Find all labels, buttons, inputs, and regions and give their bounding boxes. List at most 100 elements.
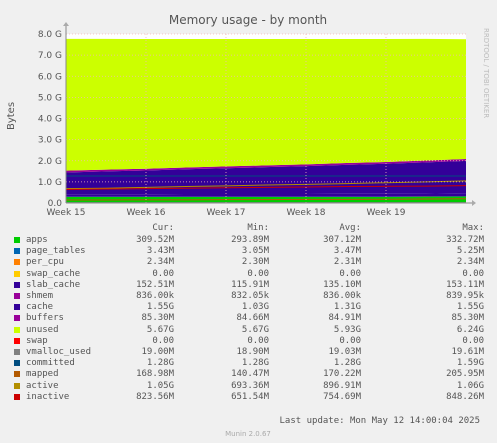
legend-row-unused: unused 5.67G 5.67G 5.93G 6.24G (0, 325, 497, 336)
y-tick-label: 7.0 G (38, 51, 62, 61)
x-axis-arrow (472, 200, 476, 206)
legend-cur: 0.00 (152, 268, 174, 279)
area-cache (66, 160, 466, 195)
legend-name: mapped (26, 369, 59, 380)
legend-swatch (14, 371, 20, 378)
y-tick-label: 8.0 G (38, 30, 62, 40)
legend-max: 1.55G (456, 302, 484, 313)
legend-name: swap_cache (26, 268, 81, 279)
legend-row-buffers: buffers 85.30M 84.66M 84.91M 85.30M (0, 313, 497, 324)
legend-row-page-tables: page_tables 3.43M 3.05M 3.47M 5.25M (0, 246, 497, 257)
line-active (65, 180, 467, 190)
legend-cur: 1.05G (146, 380, 174, 391)
legend-min: 0.00 (247, 268, 269, 279)
legend-cur: 2.34M (146, 257, 174, 268)
y-tick-label: 0.0 (48, 199, 63, 209)
legend-min: 84.66M (236, 313, 269, 324)
legend-row-inactive: inactive 823.56M 651.54M 754.69M 848.26M (0, 392, 497, 403)
y-tick-label: 4.0 G (38, 115, 62, 125)
legend-max: 6.24G (456, 324, 484, 335)
legend-cur: 85.30M (141, 313, 174, 324)
legend-cur: 5.67G (146, 324, 174, 335)
area-unused (66, 38, 466, 171)
legend-avg: 84.91M (328, 313, 361, 324)
legend-max: 0.00 (462, 268, 484, 279)
header-max: Max: (462, 223, 484, 233)
legend-min: 1.28G (241, 358, 269, 369)
legend-swatch (14, 337, 20, 344)
rrdtool-credit: RRDTOOL / TOBI OETIKER (482, 28, 490, 118)
area-buffers (66, 159, 466, 173)
legend-swatch (14, 360, 20, 367)
legend-name: unused (26, 324, 59, 335)
legend-avg: 3.47M (333, 246, 361, 257)
legend-avg: 836.00k (323, 291, 361, 301)
legend-max: 153.11M (446, 279, 484, 290)
legend-max: 1.59G (456, 358, 484, 369)
legend-name: apps (26, 235, 48, 245)
legend-swatch (14, 259, 20, 266)
legend-swatch (14, 304, 20, 311)
legend-swatch (14, 393, 20, 400)
legend-name: committed (26, 358, 75, 369)
legend-swatch (14, 270, 20, 277)
legend-name: vmalloc_used (26, 347, 92, 357)
legend-avg: 135.10M (323, 279, 361, 290)
legend-header: Cur: Min: Avg: Max: (0, 223, 497, 234)
legend-cur: 1.55G (146, 302, 174, 313)
y-axis-arrow (63, 22, 69, 26)
x-tick-label: Week 16 (127, 208, 166, 218)
area-shmem (66, 193, 466, 195)
legend-max: 2.34M (456, 257, 484, 268)
legend-row-active: active 1.05G 693.36M 896.91M 1.06G (0, 381, 497, 392)
legend-max: 205.95M (446, 369, 484, 380)
legend-avg: 307.12M (323, 235, 361, 245)
legend-max: 848.26M (446, 391, 484, 402)
legend-min: 293.89M (231, 235, 269, 245)
legend-cur: 152.51M (136, 279, 174, 290)
legend-min: 115.91M (231, 279, 269, 290)
legend-name: slab_cache (26, 279, 81, 290)
legend-min: 693.36M (231, 380, 269, 391)
legend-avg: 170.22M (323, 369, 361, 380)
legend-name: shmem (26, 291, 54, 301)
legend-max: 5.25M (456, 246, 484, 257)
legend-row-slab-cache: slab_cache 152.51M 115.91M 135.10M 153.11M (0, 280, 497, 291)
legend-swatch (14, 315, 20, 322)
y-tick-label: 2.0 G (38, 157, 62, 167)
header-cur: Cur: (152, 223, 174, 233)
legend-row-swap: swap 0.00 0.00 0.00 0.00 (0, 336, 497, 347)
area-slab-cache (66, 193, 466, 197)
legend-row-mapped: mapped 168.98M 140.47M 170.22M 205.95M (0, 369, 497, 380)
legend-max: 332.72M (446, 235, 484, 245)
legend-avg: 1.28G (333, 358, 361, 369)
legend-name: swap (26, 335, 48, 346)
legend-avg: 896.91M (323, 380, 361, 391)
legend-row-swap-cache: swap_cache 0.00 0.00 0.00 0.00 (0, 269, 497, 280)
legend-swatch (14, 237, 20, 243)
x-tick-label: Week 15 (47, 208, 86, 218)
legend-name: cache (26, 302, 54, 313)
legend-max: 19.61M (451, 347, 484, 357)
legend-min: 18.90M (236, 347, 269, 357)
legend-name: per_cpu (26, 257, 64, 268)
y-tick-label: 1.0 G (38, 178, 62, 188)
legend-row-apps: apps 309.52M 293.89M 307.12M 332.72M (0, 235, 497, 246)
x-tick-label: Week 17 (207, 208, 246, 218)
legend-name: inactive (26, 391, 70, 402)
legend-swatch (14, 281, 20, 288)
legend-swatch (14, 382, 20, 389)
legend-row-vmalloc-used: vmalloc_used 19.00M 18.90M 19.03M 19.61M (0, 347, 497, 358)
legend-cur: 836.00k (136, 291, 174, 301)
legend-swatch (14, 293, 20, 299)
header-min: Min: (247, 223, 269, 233)
legend-avg: 0.00 (339, 335, 361, 346)
legend-avg: 0.00 (339, 268, 361, 279)
legend-max: 1.06G (456, 380, 484, 391)
legend-min: 832.05k (231, 291, 269, 301)
legend-max: 839.95k (446, 291, 484, 301)
y-tick-label: 3.0 G (38, 136, 62, 146)
legend-avg: 19.03M (328, 347, 361, 357)
legend-name: page_tables (26, 246, 86, 257)
